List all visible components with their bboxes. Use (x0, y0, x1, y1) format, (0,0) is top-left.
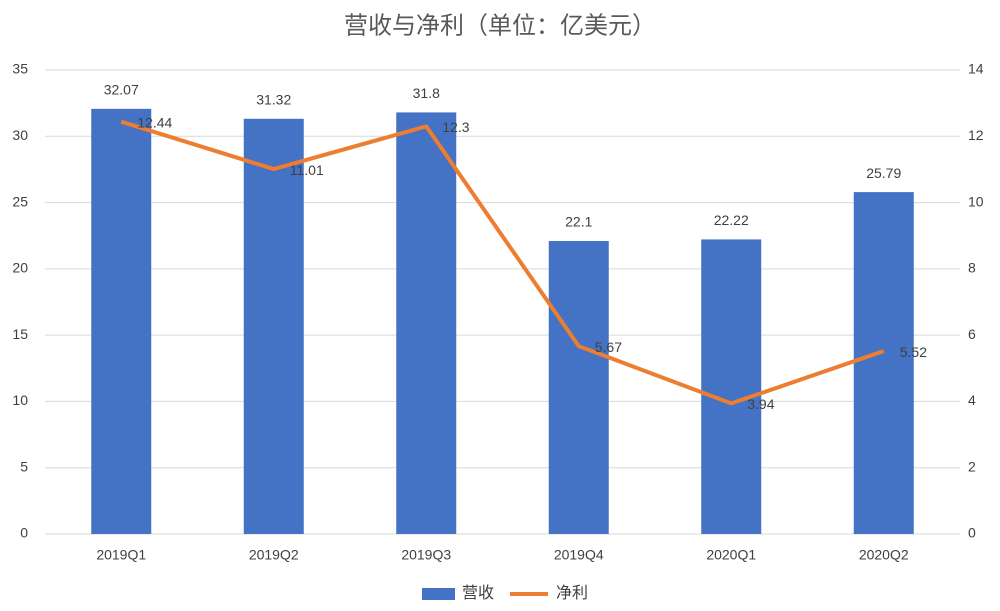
x-tick-label: 2020Q2 (859, 547, 909, 563)
x-tick-label: 2019Q2 (249, 547, 299, 563)
x-tick-label: 2020Q1 (706, 547, 756, 563)
legend-label: 净利 (556, 584, 588, 602)
bar (396, 112, 457, 535)
data-label: 3.94 (747, 396, 774, 412)
y2-tick-label: 8 (968, 260, 976, 276)
bar (548, 241, 609, 534)
y-tick-label: 15 (12, 326, 28, 342)
data-label: 11.01 (290, 162, 324, 178)
data-label: 12.3 (442, 119, 469, 135)
x-tick-label: 2019Q3 (401, 547, 451, 563)
y2-tick-label: 4 (968, 392, 976, 408)
data-label: 5.67 (595, 339, 622, 355)
bar (853, 192, 914, 535)
y-tick-label: 20 (12, 260, 28, 276)
data-label: 31.8 (413, 85, 440, 101)
data-label: 25.79 (866, 165, 901, 181)
y2-tick-label: 0 (968, 525, 976, 541)
data-label: 5.52 (900, 344, 927, 360)
y2-tick-label: 14 (968, 61, 984, 77)
y2-tick-label: 10 (968, 193, 984, 209)
y-tick-label: 0 (20, 525, 28, 541)
legend-swatch (422, 588, 455, 600)
data-label: 31.32 (256, 91, 291, 107)
y2-tick-label: 2 (968, 458, 976, 474)
y-tick-label: 30 (12, 127, 28, 143)
legend-label: 营收 (462, 584, 494, 602)
data-label: 22.22 (714, 212, 749, 228)
bar (243, 118, 304, 534)
bar (701, 239, 762, 535)
y2-tick-label: 6 (968, 326, 976, 342)
y-tick-label: 5 (20, 458, 28, 474)
data-label: 22.1 (565, 214, 592, 230)
chart-title: 营收与净利（单位：亿美元） (344, 12, 656, 39)
y2-tick-label: 12 (968, 127, 984, 143)
y-tick-label: 35 (12, 61, 28, 77)
x-tick-label: 2019Q4 (554, 547, 604, 563)
bar (91, 108, 152, 534)
x-tick-label: 2019Q1 (96, 547, 146, 563)
data-label: 32.07 (104, 82, 139, 98)
y-tick-label: 25 (12, 193, 28, 209)
y-tick-label: 10 (12, 392, 28, 408)
data-label: 12.44 (137, 114, 172, 130)
line (120, 119, 885, 406)
